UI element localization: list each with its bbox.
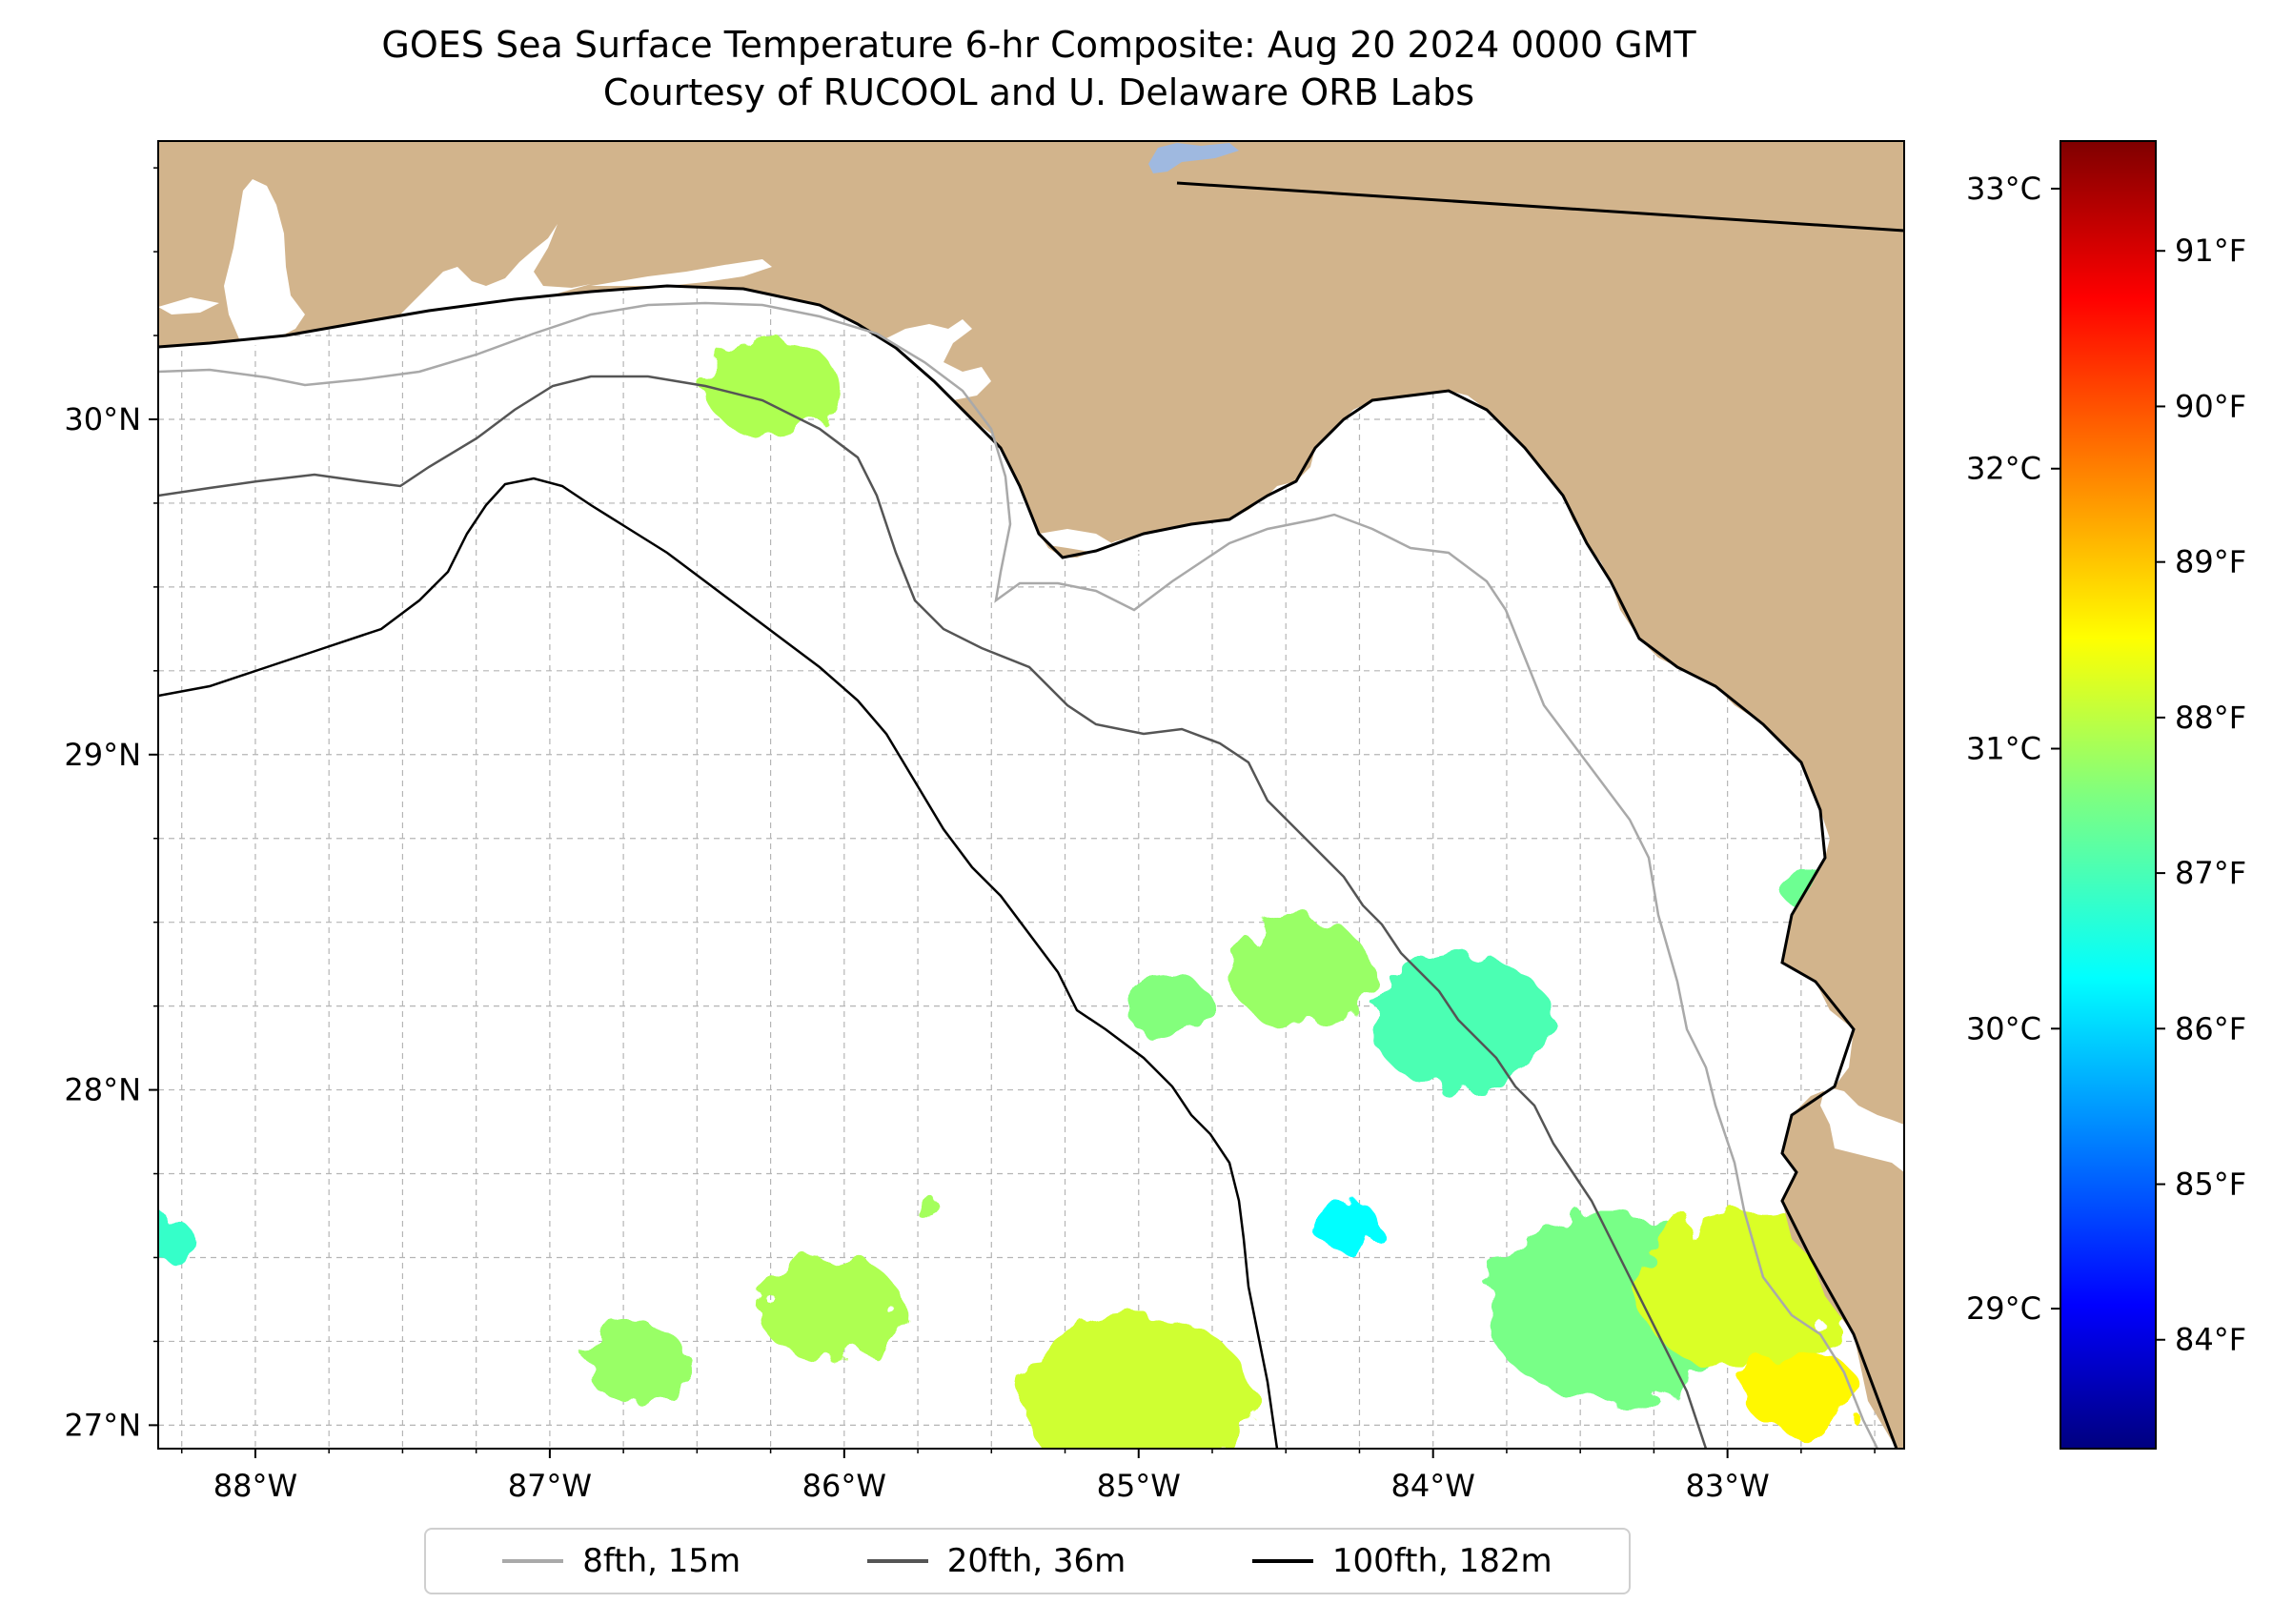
fahrenheit-tick-label: 84°F xyxy=(2175,1322,2246,1358)
lat-tick-label: 29°N xyxy=(64,737,141,773)
land-northern-gulf-coast xyxy=(158,141,1904,1449)
legend-label-8fth: 8fth, 15m xyxy=(582,1542,741,1580)
legend-item-100fth: 100fth, 182m xyxy=(1251,1542,1552,1580)
fahrenheit-tick-label: 85°F xyxy=(2175,1167,2246,1203)
colorbar: 29°C 30°C 31°C 32°C 33°C 84°F 85°F 86°F 87°F 88°… xyxy=(1966,140,2246,1450)
land-coastal-islands xyxy=(158,297,219,315)
legend: 8fth, 15m 20fth, 36m 100fth, 182m xyxy=(424,1528,1631,1594)
fahrenheit-tick-label: 88°F xyxy=(2175,700,2246,736)
lon-tick-label: 87°W xyxy=(508,1468,592,1504)
map-axis-ticks: 88°W 87°W 86°W 85°W 84°W 83°W 30°N 29°N 28°N 27°N xyxy=(64,167,1876,1504)
state-border xyxy=(1176,181,1904,233)
land-mobile-bay-cutout xyxy=(224,179,305,348)
sst-patch xyxy=(585,1325,691,1405)
celsius-tick-label: 29°C xyxy=(1966,1290,2041,1327)
legend-swatch-20fth xyxy=(866,1559,928,1563)
legend-label-20fth: 20fth, 36m xyxy=(946,1542,1126,1580)
colorbar-celsius-ticks: 29°C 30°C 31°C 32°C 33°C xyxy=(1966,171,2060,1327)
chart-title: GOES Sea Surface Temperature 6-hr Compos… xyxy=(0,21,2078,116)
fahrenheit-tick-label: 91°F xyxy=(2175,233,2246,269)
land-tampa-bay-cutout xyxy=(1820,1086,1904,1172)
isobath-8fth-15m xyxy=(158,301,1879,1449)
isobath-20fth-36m xyxy=(158,375,1708,1449)
legend-label-100fth: 100fth, 182m xyxy=(1331,1542,1552,1580)
sst-patch xyxy=(158,1219,196,1263)
map-area xyxy=(158,141,1904,1449)
sst-patch xyxy=(703,335,838,436)
lon-tick-label: 84°W xyxy=(1391,1468,1475,1504)
fahrenheit-tick-label: 89°F xyxy=(2175,544,2246,580)
fahrenheit-tick-label: 87°F xyxy=(2175,855,2246,891)
colorbar-gradient xyxy=(2060,140,2157,1450)
lat-tick-label: 28°N xyxy=(64,1072,141,1108)
sst-patch xyxy=(1311,1199,1379,1249)
land-st-andrews-bay-cutout xyxy=(877,319,991,400)
lake xyxy=(1148,143,1239,173)
lat-tick-label: 27°N xyxy=(64,1407,141,1443)
lon-tick-label: 86°W xyxy=(802,1468,886,1504)
sst-patch xyxy=(1743,1349,1858,1435)
fahrenheit-tick-label: 90°F xyxy=(2175,388,2246,424)
legend-item-20fth: 20fth, 36m xyxy=(866,1542,1126,1580)
sst-patch xyxy=(1024,1315,1253,1449)
isobath-100fth-182m xyxy=(158,477,1279,1449)
colorbar-fahrenheit-ticks: 84°F 85°F 86°F 87°F 88°F 89°F 90°F 91°F xyxy=(2156,233,2246,1358)
sst-patch xyxy=(758,1253,902,1362)
fahrenheit-tick-label: 86°F xyxy=(2175,1010,2246,1046)
sst-patch xyxy=(913,1197,941,1218)
land-apalachicola-cutout xyxy=(1039,529,1144,558)
lat-tick-label: 30°N xyxy=(64,401,141,437)
lon-tick-label: 88°W xyxy=(213,1468,297,1504)
lon-tick-label: 83°W xyxy=(1685,1468,1769,1504)
legend-swatch-100fth xyxy=(1251,1559,1313,1563)
land-choctawhatchee-bay-cutout xyxy=(591,259,772,286)
coastline xyxy=(158,284,1898,1449)
map-frame xyxy=(157,140,1905,1450)
celsius-tick-label: 31°C xyxy=(1966,731,2041,767)
celsius-tick-label: 33°C xyxy=(1966,171,2041,207)
sst-patch xyxy=(1228,919,1372,1026)
legend-item-8fth: 8fth, 15m xyxy=(502,1542,741,1580)
title-line-1: GOES Sea Surface Temperature 6-hr Compos… xyxy=(381,24,1696,66)
title-line-2: Courtesy of RUCOOL and U. Delaware ORB L… xyxy=(602,71,1475,113)
legend-swatch-8fth xyxy=(502,1559,564,1563)
sst-layer xyxy=(158,335,1858,1449)
land-pensacola-bay-cutout xyxy=(400,224,591,315)
sst-patch xyxy=(1637,1212,1848,1370)
celsius-tick-label: 30°C xyxy=(1966,1010,2041,1046)
sst-patch xyxy=(1125,973,1211,1039)
lon-tick-label: 85°W xyxy=(1097,1468,1181,1504)
celsius-tick-label: 32°C xyxy=(1966,451,2041,487)
